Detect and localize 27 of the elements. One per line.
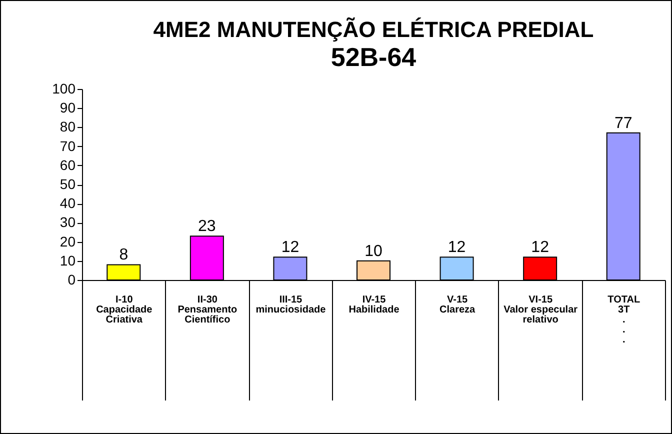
x-tick-label: VI-15 Valor especular relativo [504,294,578,326]
data-label: 12 [531,239,550,256]
y-tick-label: 70 [60,138,76,154]
y-tick-label: 50 [60,176,76,192]
x-tick-label: III-15 minuciosidade [256,294,326,316]
x-tick-label: I-10 Capacidade Criativa [96,294,153,326]
y-tick-label: 10 [60,252,76,268]
data-label: 12 [448,239,466,256]
x-tick-label: II-30 Pensamento Científico [178,294,238,326]
data-label: 23 [198,218,216,236]
y-tick-label: 20 [60,233,76,250]
data-label: 12 [281,239,300,256]
y-tick-label: 0 [68,272,76,288]
chart-subtitle: 52B-64 [330,42,417,72]
y-tick-label: 90 [60,100,76,116]
chart-title: 4ME2 MANUTENÇÃO ELÉTRICA PREDIAL [153,17,594,42]
data-label: 8 [119,246,128,264]
x-tick-label: V-15 Clareza [439,294,476,316]
y-tick-label: 80 [60,118,76,135]
x-tick-label: IV-15 Habilidade [348,294,400,316]
data-label: 10 [364,242,382,260]
y-tick-label: 60 [60,156,76,173]
data-label: 77 [614,114,632,132]
y-tick-label: 40 [60,195,76,212]
x-tick-label: TOTAL 3T . . . [608,294,640,346]
y-tick-label: 100 [52,80,76,96]
y-tick-label: 30 [60,214,76,230]
